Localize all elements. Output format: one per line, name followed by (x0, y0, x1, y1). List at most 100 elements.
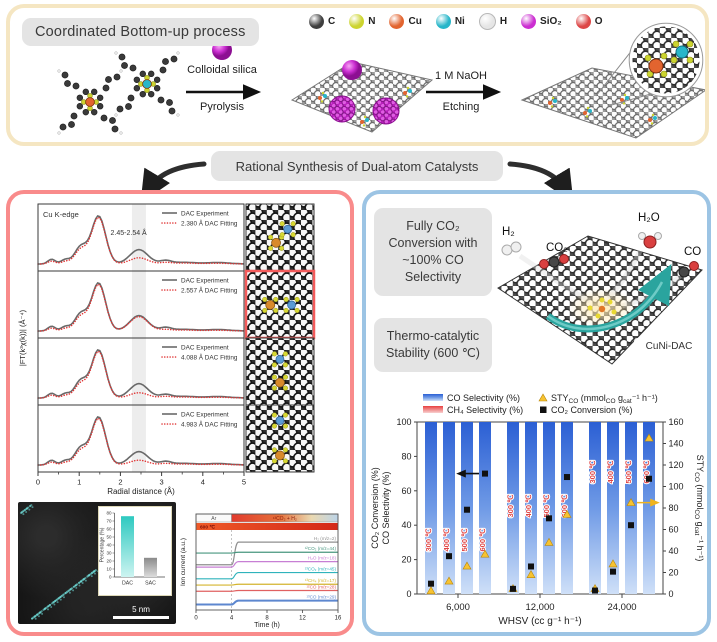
experiment-legend: DAC Experiment (181, 412, 229, 419)
step1-top-label: Colloidal silica (187, 64, 257, 76)
atom-sphere (521, 14, 537, 29)
left-ylabel-conversion: CO₂ Conversion (%) (370, 467, 380, 549)
svg-text:30: 30 (106, 551, 112, 556)
co-molecule (678, 266, 690, 278)
svg-text:20: 20 (401, 555, 411, 565)
sty-marker (444, 576, 454, 585)
ion-ylabel: Ion current (a.u.) (180, 538, 187, 586)
atom-sphere (309, 14, 324, 29)
left-ylabel-selectivity: CO Selectivity (%) (381, 471, 391, 544)
ms-trace (196, 541, 338, 566)
legend-conversion-marker (540, 406, 547, 413)
atom-label: N (368, 16, 376, 27)
info-box-stability: Thermo-catalytic Stability (600 ℃) (374, 318, 492, 372)
ion-current-chart: Ar ¹³CO₂ + H₂ 600 ℃ H₂ (m/z=2) ¹²CO₂ (m/z=44… (180, 513, 342, 629)
right-ylabel-sty: STYCO (mmolCO gcat⁻¹ h⁻¹) (693, 455, 705, 562)
h2o-label: H₂O (638, 212, 660, 224)
co-selectivity-bar (589, 422, 601, 594)
co-selectivity-bar (643, 422, 655, 594)
legend-co-selectivity: CO Selectivity (%) (447, 393, 520, 403)
process-illustration (57, 22, 705, 139)
co2-conversion-marker (546, 515, 552, 522)
experiment-legend: DAC Experiment (181, 345, 229, 352)
legend-ch4-selectivity-swatch (423, 406, 443, 413)
co-selectivity-bar (625, 422, 637, 594)
fitting-curve (37, 350, 245, 399)
svg-text:20: 20 (106, 559, 112, 564)
info-box-conversion: Fully CO₂ Conversion with ~100% CO Selec… (374, 208, 492, 296)
co2-conversion-marker (628, 522, 634, 529)
temperature-band-label: 600 ℃ (200, 523, 215, 530)
fitting-legend: 2.380 Å DAC Fitting (181, 219, 238, 228)
svg-text:0: 0 (109, 575, 112, 580)
svg-text:100: 100 (669, 482, 684, 492)
sac-bar (144, 557, 157, 577)
sac-category: SAC (145, 581, 156, 587)
cu-atom (265, 300, 276, 310)
structure-inset (245, 337, 315, 406)
svg-text:16: 16 (335, 616, 342, 622)
atom-legend-item: N (349, 14, 375, 29)
svg-text:80: 80 (669, 503, 679, 513)
co-selectivity-bar (607, 422, 619, 594)
sty-marker (526, 570, 536, 578)
cu-atom (275, 450, 285, 461)
svg-text:0: 0 (194, 616, 198, 622)
cuni-dac-label: CuNi-DAC (634, 338, 704, 354)
svg-text:8: 8 (265, 616, 269, 622)
atom-label: C (328, 16, 336, 27)
svg-text:0: 0 (36, 478, 40, 487)
sty-marker (462, 561, 472, 570)
co-selectivity-bar (425, 422, 437, 594)
percentage-ylabel: Percentage (%) (100, 527, 106, 562)
co2-conversion-marker (446, 553, 452, 560)
structure-inset (244, 269, 316, 340)
atom-legend-item: C (309, 14, 335, 29)
svg-text:60: 60 (401, 486, 411, 496)
sty-marker (426, 586, 436, 595)
svg-text:40: 40 (669, 546, 679, 556)
distance-annotation: 2.45-2.54 Å (111, 228, 148, 237)
co-selectivity-bar (525, 422, 537, 594)
fitting-legend: 4.088 Å DAC Fitting (181, 353, 238, 362)
stem-atom-dots (19, 504, 100, 620)
banner: Rational Synthesis of Dual-atom Catalyst… (211, 151, 503, 181)
svg-text:4: 4 (230, 616, 234, 622)
sty-marker (644, 433, 654, 442)
reaction-illustration (497, 232, 703, 365)
ms-trace (196, 551, 338, 554)
atom-legend: C N Cu Ni H SiO₂ O (309, 13, 603, 30)
cu-atom (275, 377, 285, 388)
svg-text:40: 40 (106, 543, 112, 548)
co2-conversion-marker (482, 470, 488, 477)
atom-sphere (478, 13, 496, 30)
ms-trace-label: ¹²CO (m/z=28) (307, 584, 337, 589)
whsv-group-label: 12,000 (525, 602, 554, 613)
highlight-band (131, 271, 146, 338)
bar-temperature-label: 300 ℃ (506, 494, 515, 518)
structure-inset (245, 404, 315, 473)
atom-label: H (499, 16, 508, 27)
svg-text:120: 120 (669, 460, 684, 470)
cu-atom (648, 58, 664, 74)
bar-temperature-label: 300 ℃ (424, 528, 433, 552)
bar-temperature-label: 300 ℃ (588, 460, 597, 484)
catalysis-panel: Fully CO₂ Conversion with ~100% CO Selec… (362, 190, 711, 636)
ni-atom (675, 45, 689, 59)
atom-legend-item: SiO₂ (521, 14, 562, 29)
step2-top-label: 1 M NaOH (435, 70, 487, 82)
ms-trace-label: ¹²CO₂ (m/z=44) (305, 546, 337, 551)
ms-trace-label: ¹³CH₄ (m/z=17) (305, 578, 337, 583)
svg-text:80: 80 (106, 511, 112, 516)
cu-atom (271, 237, 281, 248)
h2-label: H₂ (502, 226, 515, 238)
svg-text:1: 1 (77, 478, 81, 487)
atom-sphere (575, 14, 591, 29)
co2-h2-phase-label: ¹³CO₂ + H₂ (273, 516, 297, 522)
ni-atom (283, 224, 293, 234)
bar-temperature-label: 600 ℃ (478, 528, 487, 552)
h2o-molecule (643, 235, 657, 249)
exafs-xlabel: Radial distance (Å) (107, 487, 175, 496)
arrow-to-right-panel (507, 161, 574, 198)
